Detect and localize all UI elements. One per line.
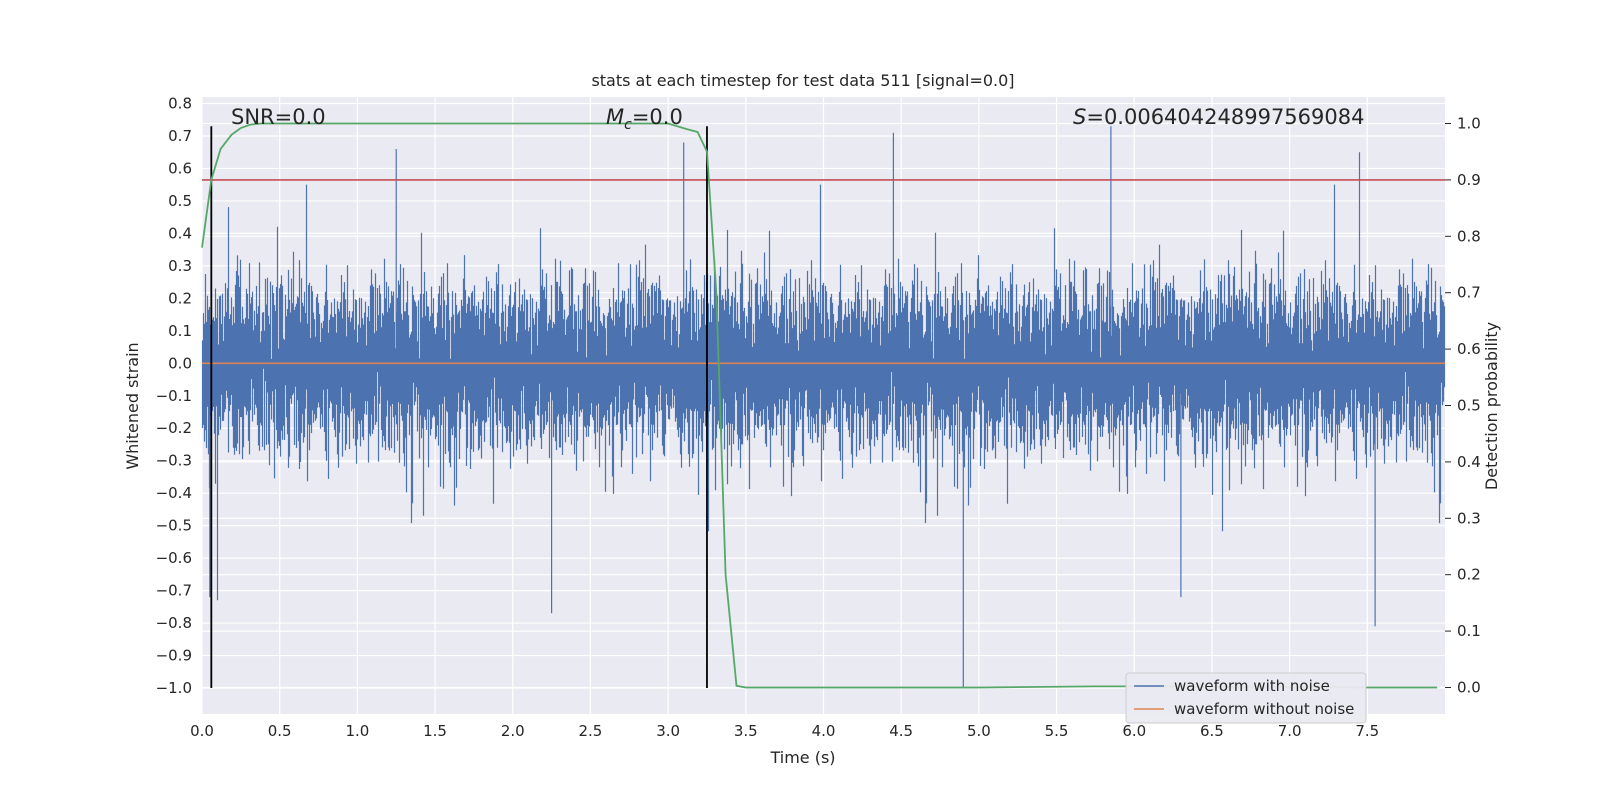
y2-axis-label: Detection probability xyxy=(1482,322,1501,490)
legend-label-without-noise: waveform without noise xyxy=(1174,700,1354,718)
y-tick-label: 0.5 xyxy=(168,192,192,210)
y-axis-right: 1.0 0.9 0.8 0.7 0.6 0.5 0.4 0.3 0.2 0.1 0.0 xyxy=(1445,115,1481,696)
legend-label-with-noise: waveform with noise xyxy=(1174,677,1330,695)
mc-subscript: c xyxy=(624,117,632,133)
y2-tick-label: 0.0 xyxy=(1457,678,1481,696)
s-value: =0.006404248997569084 xyxy=(1086,105,1364,129)
x-tick-label: 5.0 xyxy=(967,722,991,740)
x-axis: 0.0 0.5 1.0 1.5 2.0 2.5 3.0 3.5 4.0 4.5 5.0 5.5 6.0 6… xyxy=(190,722,1379,740)
x-tick-label: 4.0 xyxy=(812,722,836,740)
y-tick-label: −1.0 xyxy=(156,679,192,697)
x-tick-label: 7.0 xyxy=(1278,722,1302,740)
x-tick-label: 1.0 xyxy=(345,722,369,740)
x-tick-label: 3.0 xyxy=(656,722,680,740)
y-tick-label: −0.6 xyxy=(156,549,192,567)
y-tick-label: −0.2 xyxy=(156,419,192,437)
significance-annotation: S=0.006404248997569084 xyxy=(1073,105,1364,129)
x-tick-label: 2.5 xyxy=(579,722,603,740)
legend: waveform with noise waveform without noi… xyxy=(1125,672,1367,724)
x-tick-label: 5.5 xyxy=(1045,722,1069,740)
x-tick-label: 1.5 xyxy=(423,722,447,740)
x-tick-label: 4.5 xyxy=(889,722,913,740)
y-tick-label: 0.6 xyxy=(168,159,192,177)
y2-tick-label: 0.8 xyxy=(1457,227,1481,245)
snr-annotation: SNR=0.0 xyxy=(231,105,326,129)
y-axis-left: 0.8 0.7 0.6 0.5 0.4 0.3 0.2 0.1 0.0 −0.1 −0.2 −0.3 −… xyxy=(156,94,192,697)
y-tick-label: −0.8 xyxy=(156,614,192,632)
y2-tick-label: 1.0 xyxy=(1457,115,1481,133)
waveform-with-noise-trace xyxy=(201,126,1446,688)
y-axis-label: Whitened strain xyxy=(123,342,142,469)
x-tick-label: 2.0 xyxy=(501,722,525,740)
x-tick-label: 3.5 xyxy=(734,722,758,740)
x-tick-label: 0.5 xyxy=(268,722,292,740)
y-tick-label: −0.1 xyxy=(156,387,192,405)
y-tick-label: −0.4 xyxy=(156,484,192,502)
chart-title: stats at each timestep for test data 511… xyxy=(591,71,1014,90)
y-tick-label: 0.7 xyxy=(168,127,192,145)
event-markers xyxy=(210,126,708,689)
y-tick-label: 0.1 xyxy=(168,322,192,340)
series-detection-probability xyxy=(201,122,1438,689)
x-tick-label: 6.0 xyxy=(1122,722,1146,740)
y-tick-label: −0.3 xyxy=(156,452,192,470)
series-waveform-with-noise xyxy=(201,126,1446,688)
x-tick-label: 0.0 xyxy=(190,722,214,740)
legend-box xyxy=(1125,672,1367,724)
y-tick-label: −0.5 xyxy=(156,517,192,535)
y2-tick-label: 0.7 xyxy=(1457,284,1481,302)
chirp-mass-annotation: Mc=0.0 xyxy=(606,105,683,133)
y2-tick-label: 0.9 xyxy=(1457,171,1481,189)
mc-symbol: M xyxy=(606,105,624,129)
y-tick-label: −0.7 xyxy=(156,582,192,600)
y-tick-label: 0.2 xyxy=(168,289,192,307)
x-tick-label: 6.5 xyxy=(1200,722,1224,740)
y-tick-label: 0.3 xyxy=(168,257,192,275)
y2-tick-label: 0.6 xyxy=(1457,340,1481,358)
y-tick-label: −0.9 xyxy=(156,647,192,665)
y2-tick-label: 0.2 xyxy=(1457,566,1481,584)
x-axis-label: Time (s) xyxy=(769,748,835,767)
y2-tick-label: 0.3 xyxy=(1457,509,1481,527)
s-symbol: S xyxy=(1073,105,1086,129)
y-tick-label: 0.8 xyxy=(168,94,192,112)
mc-value: =0.0 xyxy=(632,105,683,129)
y2-tick-label: 0.4 xyxy=(1457,453,1481,471)
y2-tick-label: 0.5 xyxy=(1457,397,1481,415)
y-tick-label: 0.0 xyxy=(168,354,192,372)
y-tick-label: 0.4 xyxy=(168,224,192,242)
x-tick-label: 7.5 xyxy=(1355,722,1379,740)
y2-tick-label: 0.1 xyxy=(1457,622,1481,640)
